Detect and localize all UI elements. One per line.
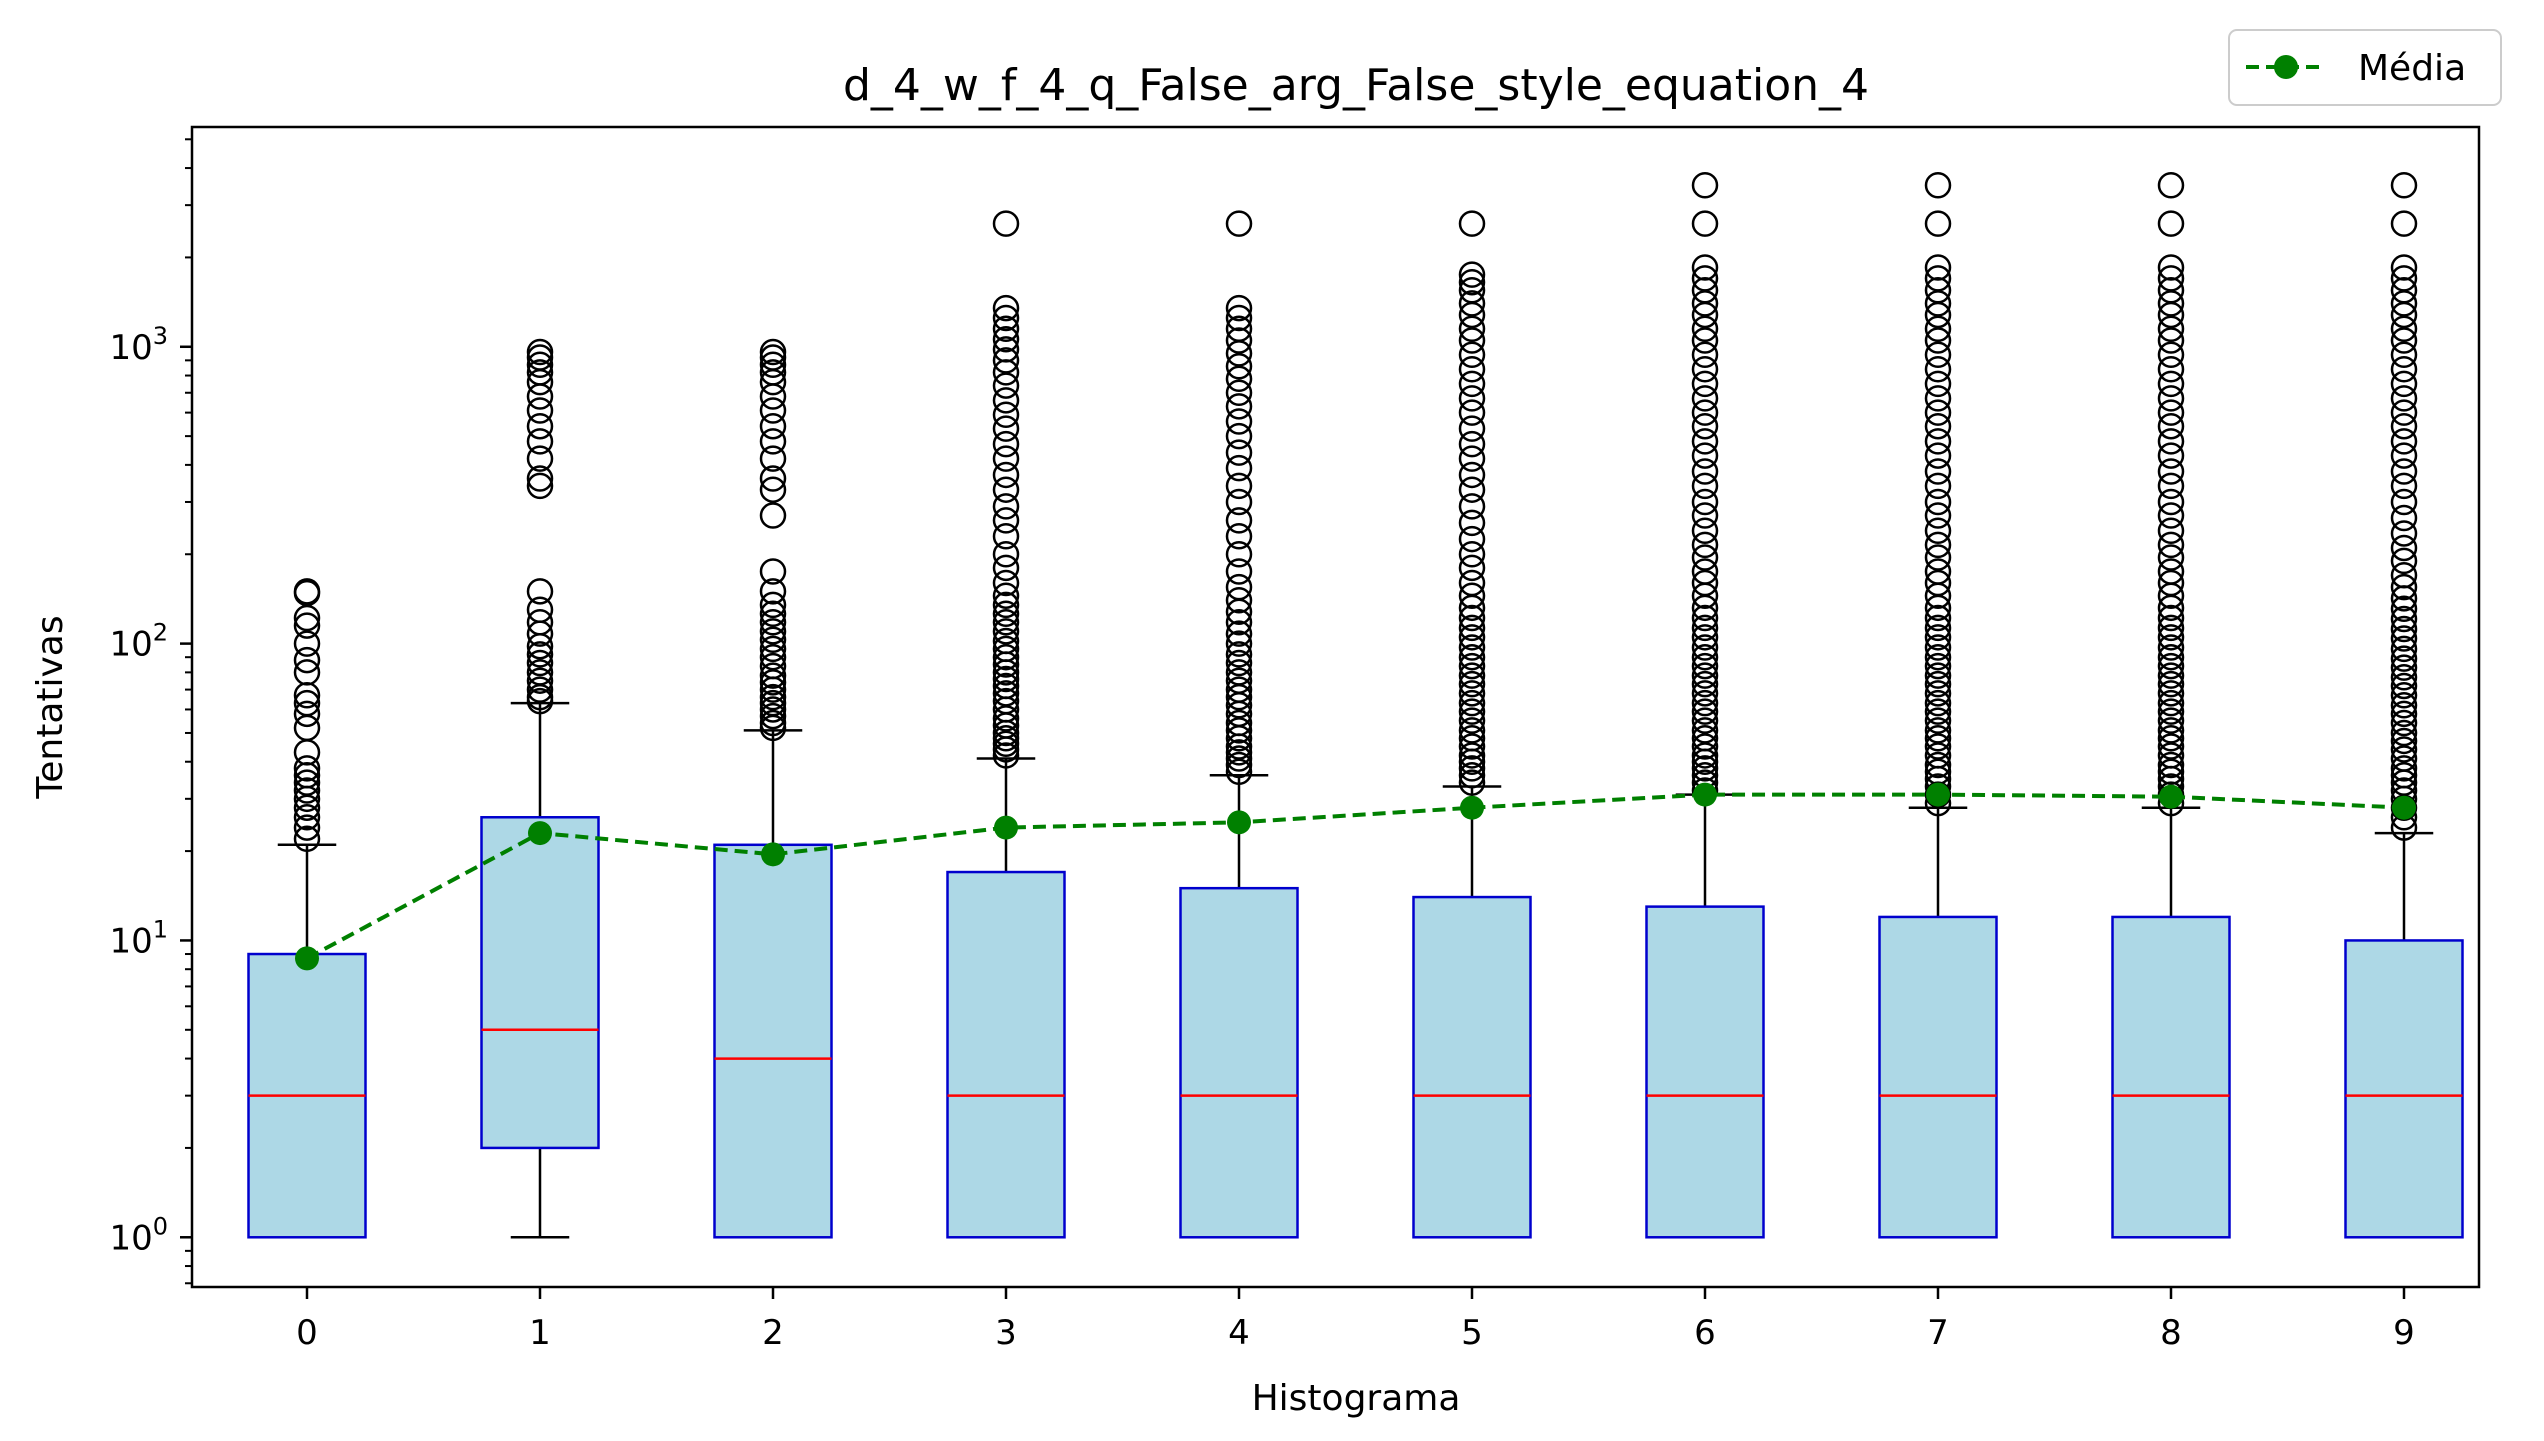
- x-tick-label: 4: [1228, 1313, 1250, 1353]
- legend-mean-marker: [2274, 55, 2298, 79]
- mean-marker: [1460, 796, 1484, 820]
- x-tick-label: 3: [995, 1313, 1017, 1353]
- box: [482, 817, 599, 1148]
- x-tick-label: 9: [2393, 1313, 2415, 1353]
- box: [2113, 917, 2230, 1237]
- legend-mean-label: Média: [2358, 48, 2466, 89]
- mean-marker: [1693, 783, 1717, 807]
- x-tick-label: 6: [1694, 1313, 1716, 1353]
- mean-marker: [528, 821, 552, 845]
- mean-marker: [295, 946, 319, 970]
- chart-title: d_4_w_f_4_q_False_arg_False_style_equati…: [843, 60, 1869, 111]
- box: [948, 872, 1065, 1237]
- y-axis-label: Tentativas: [30, 615, 71, 799]
- x-tick-label: 2: [762, 1313, 784, 1353]
- x-tick-label: 5: [1461, 1313, 1483, 1353]
- mean-marker: [1227, 810, 1251, 834]
- box: [1181, 888, 1298, 1237]
- box: [1647, 907, 1764, 1238]
- x-tick-label: 7: [1927, 1313, 1949, 1353]
- mean-marker: [2159, 785, 2183, 809]
- mean-marker: [761, 842, 785, 866]
- legend: Média: [2229, 30, 2501, 105]
- x-tick-label: 1: [529, 1313, 551, 1353]
- mean-marker: [1926, 783, 1950, 807]
- x-tick-label: 8: [2160, 1313, 2182, 1353]
- box: [1414, 897, 1531, 1237]
- x-axis-label: Histograma: [1252, 1378, 1461, 1419]
- mean-marker: [994, 816, 1018, 840]
- mean-marker: [2392, 796, 2416, 820]
- box: [715, 845, 832, 1237]
- box: [1880, 917, 1997, 1237]
- x-tick-label: 0: [296, 1313, 318, 1353]
- box: [2346, 940, 2463, 1237]
